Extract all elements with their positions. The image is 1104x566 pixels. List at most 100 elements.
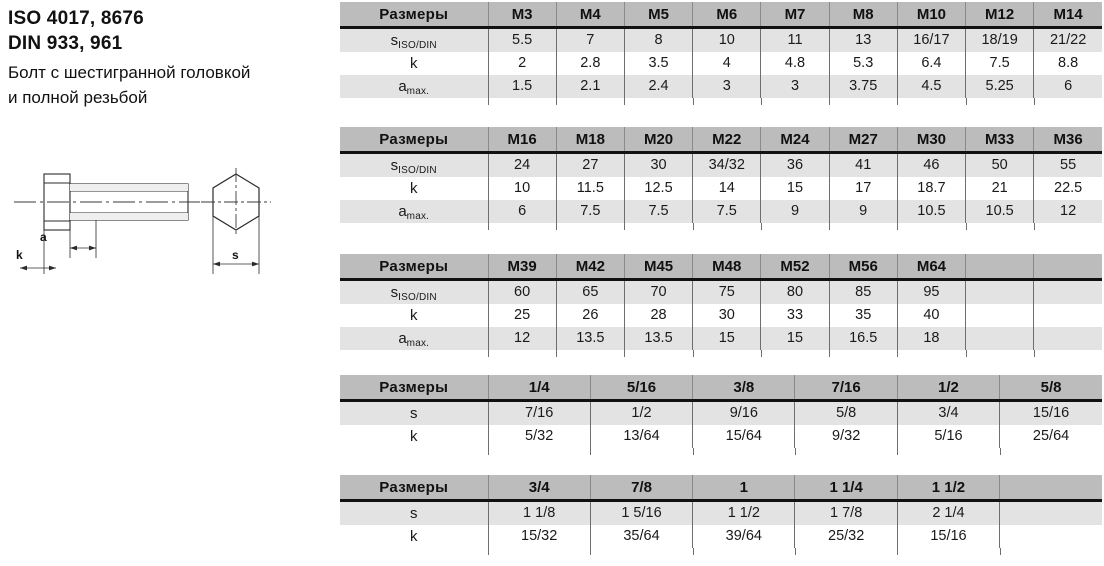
column-header-M56: M56 [828, 254, 898, 281]
table-cell: 15 [760, 327, 830, 350]
column-header-M12: M12 [965, 2, 1034, 29]
table-cell: 5/8 [794, 400, 898, 425]
column-header-size: Размеры [340, 2, 488, 29]
row-label-subscript: ISO/DIN [398, 165, 437, 176]
table-cell: 40 [896, 304, 966, 327]
table-cell: 7/16 [487, 400, 591, 425]
column-separator-stub [488, 350, 489, 357]
column-separator-stub [692, 223, 694, 230]
row-label-subscript: ISO/DIN [398, 292, 437, 303]
column-header-M3: M3 [487, 2, 557, 29]
column-separator-stub [692, 98, 694, 105]
table-cell: 25 [487, 304, 557, 327]
column-header-5-8: 5/8 [999, 375, 1102, 402]
column-header-M10: M10 [896, 2, 966, 29]
column-separator-stub [795, 448, 796, 455]
row-label-s-iso-din: sISO/DIN [340, 279, 488, 304]
column-header-M52: M52 [760, 254, 830, 281]
column-separator-stub [556, 223, 558, 230]
description-line-1: Болт с шестигранной головкой [8, 63, 251, 82]
column-separator-stub [488, 98, 489, 105]
row-label-a-max: amax. [340, 200, 488, 223]
column-header-M16: M16 [487, 127, 557, 154]
row-label-subscript: max. [406, 211, 430, 222]
table-cell: 18.7 [896, 177, 966, 200]
table-cell: 12 [1033, 200, 1102, 223]
table-row: amax. 12 13.5 13.5 15 15 16.5 18 [340, 327, 1102, 350]
column-separator-stub [488, 223, 489, 230]
table-cell: 1.5 [487, 75, 557, 98]
table-cell: 41 [828, 152, 898, 177]
table-cell: 33 [760, 304, 830, 327]
table-cell-empty [999, 500, 1102, 525]
column-header-3-4: 3/4 [487, 475, 591, 502]
table-cell: 9 [828, 200, 898, 223]
table-cell: 1/2 [589, 400, 693, 425]
table-row: s 7/16 1/2 9/16 5/8 3/4 15/16 [340, 400, 1102, 425]
column-header-M33: M33 [965, 127, 1034, 154]
column-separator-stub [760, 223, 762, 230]
table-cell: 5/32 [487, 425, 591, 448]
column-header-M14: M14 [1033, 2, 1102, 29]
table-cell: 7.5 [555, 200, 625, 223]
table-cell: 65 [555, 279, 625, 304]
table-cell: 75 [692, 279, 761, 304]
table-cell: 13.5 [623, 327, 693, 350]
table-row: k 10 11.5 12.5 14 15 17 18.7 21 22.5 [340, 177, 1102, 200]
table-cell: 6.4 [896, 52, 966, 75]
table-cell: 80 [760, 279, 830, 304]
column-header-M30: M30 [896, 127, 966, 154]
table-cell: 13 [828, 27, 898, 52]
column-header-size: Размеры [340, 475, 488, 502]
table-cell: 22.5 [1033, 177, 1102, 200]
column-separator-stub [999, 548, 1001, 555]
row-label-k: k [340, 304, 488, 327]
table-cell: 2 [487, 52, 557, 75]
column-header-7-16: 7/16 [794, 375, 898, 402]
column-header-M27: M27 [828, 127, 898, 154]
table-row: k 25 26 28 30 33 35 40 [340, 304, 1102, 327]
table-cell: 26 [555, 304, 625, 327]
metric-table-2: Размеры M16 M18 M20 M22 M24 M27 M30 M33 M36 sISO/D… [340, 127, 1102, 223]
table-cell: 70 [623, 279, 693, 304]
table-cell-empty [999, 525, 1102, 548]
table-cell: 10 [692, 27, 761, 52]
column-header-M24: M24 [760, 127, 830, 154]
product-description: Болт с шестигранной головкой и полной ре… [8, 60, 338, 110]
table-cell: 1 1/2 [692, 500, 795, 525]
hex-head-bolt-drawing: a k s [0, 158, 330, 283]
table-cell: 2.1 [555, 75, 625, 98]
table-cell: 35/64 [589, 525, 693, 548]
column-separator-stub [829, 223, 831, 230]
table-header-row: Размеры M39 M42 M45 M48 M52 M56 M64 [340, 254, 1102, 281]
table-cell: 11.5 [555, 177, 625, 200]
column-separator-stub [624, 350, 626, 357]
column-separator-stub [897, 223, 899, 230]
table-cell: 46 [896, 152, 966, 177]
standard-line-din: DIN 933, 961 [8, 33, 123, 54]
table-cell: 27 [555, 152, 625, 177]
column-separator-stub [897, 98, 899, 105]
table-cell: 14 [692, 177, 761, 200]
column-separator-stub [590, 448, 592, 455]
table-row: k 2 2.8 3.5 4 4.8 5.3 6.4 7.5 8.8 [340, 52, 1102, 75]
table-cell: 1 7/8 [794, 500, 898, 525]
table-cell-empty [1033, 304, 1102, 327]
column-header-1-1-4: 1 1/4 [794, 475, 898, 502]
column-separator-stub [897, 350, 899, 357]
row-label-a-max: amax. [340, 75, 488, 98]
dimension-label-a: a [40, 230, 47, 244]
column-separator-stub [760, 350, 762, 357]
column-header-size: Размеры [340, 254, 488, 281]
row-label-a-max: amax. [340, 327, 488, 350]
column-separator-stub [999, 448, 1001, 455]
column-separator-stub [692, 448, 694, 455]
table-cell: 5.5 [487, 27, 557, 52]
table-cell: 9/32 [794, 425, 898, 448]
row-label-base: s [390, 32, 399, 49]
table-cell: 12 [487, 327, 557, 350]
column-separator-stub [556, 98, 558, 105]
table-row: sISO/DIN 5.5 7 8 10 11 13 16/17 18/19 21/22 [340, 27, 1102, 52]
metric-table-3: Размеры M39 M42 M45 M48 M52 M56 M64 sISO/DIN 60 65… [340, 254, 1102, 350]
table-cell: 7.5 [692, 200, 761, 223]
